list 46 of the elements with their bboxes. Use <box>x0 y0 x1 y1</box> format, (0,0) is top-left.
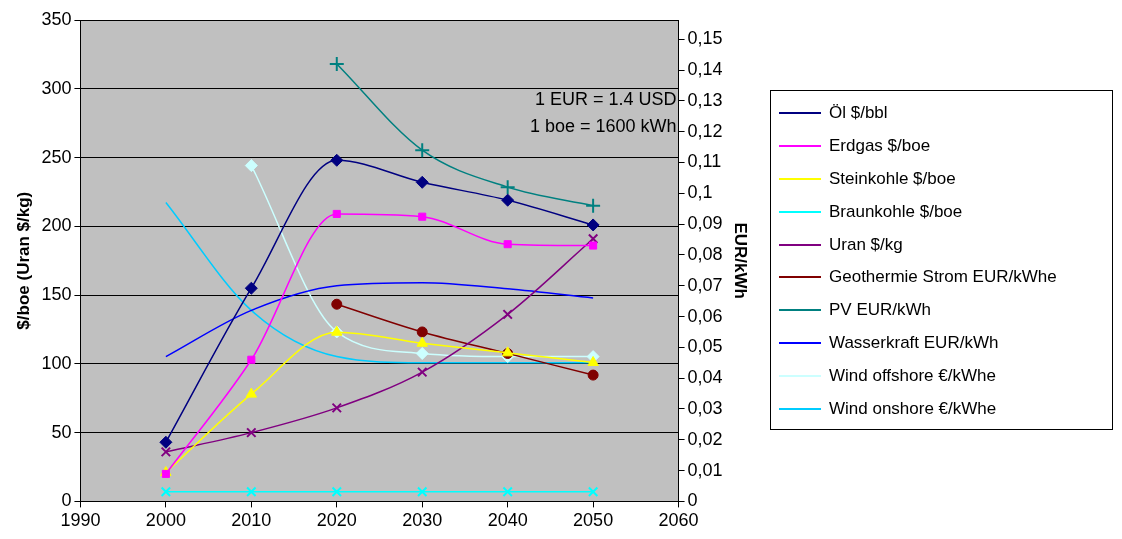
legend-label: Wind onshore €/kWhe <box>829 398 997 419</box>
x-tick-label: 2000 <box>145 510 186 531</box>
y2-tick-label: 0,15 <box>687 28 723 49</box>
y-tick-label: 200 <box>41 215 72 236</box>
y2-tick-label: 0,03 <box>687 397 723 418</box>
y2-tick-label: 0 <box>687 490 698 511</box>
y2-tick-label: 0,14 <box>687 59 723 80</box>
y2-tick-label: 0,04 <box>687 367 723 388</box>
x-tick-label: 2060 <box>658 510 699 531</box>
annotation: 1 boe = 1600 kWh <box>529 115 677 136</box>
x-tick-label: 2010 <box>231 510 272 531</box>
y2-tick-label: 0,08 <box>687 243 723 264</box>
legend-label: Geothermie Strom EUR/kWhe <box>829 267 1057 288</box>
x-tick-label: 1990 <box>60 510 101 531</box>
legend-label: Erdgas $/boe <box>829 136 931 157</box>
y2-tick-label: 0,09 <box>687 213 723 234</box>
x-tick-label: 2030 <box>402 510 443 531</box>
y2-tick-label: 0,01 <box>687 459 723 480</box>
y-tick-label: 100 <box>41 352 72 373</box>
y-axis-title: $/boe (Uran $/kg) <box>13 191 33 330</box>
x-tick-label: 2020 <box>316 510 357 531</box>
y2-tick-label: 0,1 <box>687 182 713 203</box>
y-tick-label: 250 <box>41 146 72 167</box>
annotation: 1 EUR = 1.4 USD <box>535 88 677 109</box>
legend-label: Uran $/kg <box>829 234 903 255</box>
legend-label: Wasserkraft EUR/kWh <box>829 332 999 353</box>
y2-tick-label: 0,06 <box>687 305 723 326</box>
y-tick-label: 0 <box>61 490 72 511</box>
x-tick-label: 2050 <box>573 510 614 531</box>
y2-tick-label: 0,12 <box>687 120 723 141</box>
legend-label: Steinkohle $/boe <box>829 168 956 189</box>
y2-tick-label: 0,05 <box>687 336 723 357</box>
y2-tick-label: 0,07 <box>687 274 723 295</box>
y2-axis-title: EUR/kWh <box>731 222 751 299</box>
y-tick-label: 150 <box>41 284 72 305</box>
x-tick-label: 2040 <box>487 510 528 531</box>
legend-label: PV EUR/kWh <box>829 300 932 321</box>
y2-tick-label: 0,13 <box>687 89 723 110</box>
y2-tick-label: 0,02 <box>687 428 723 449</box>
y2-tick-label: 0,11 <box>687 151 722 172</box>
legend-label: Wind offshore €/kWhe <box>829 365 996 386</box>
y-tick-label: 300 <box>41 77 72 98</box>
y-tick-label: 350 <box>41 8 72 29</box>
legend-label: Braunkohle $/boe <box>829 201 963 222</box>
legend-label: Öl $/bbl <box>829 103 888 124</box>
y-tick-label: 50 <box>51 421 72 442</box>
